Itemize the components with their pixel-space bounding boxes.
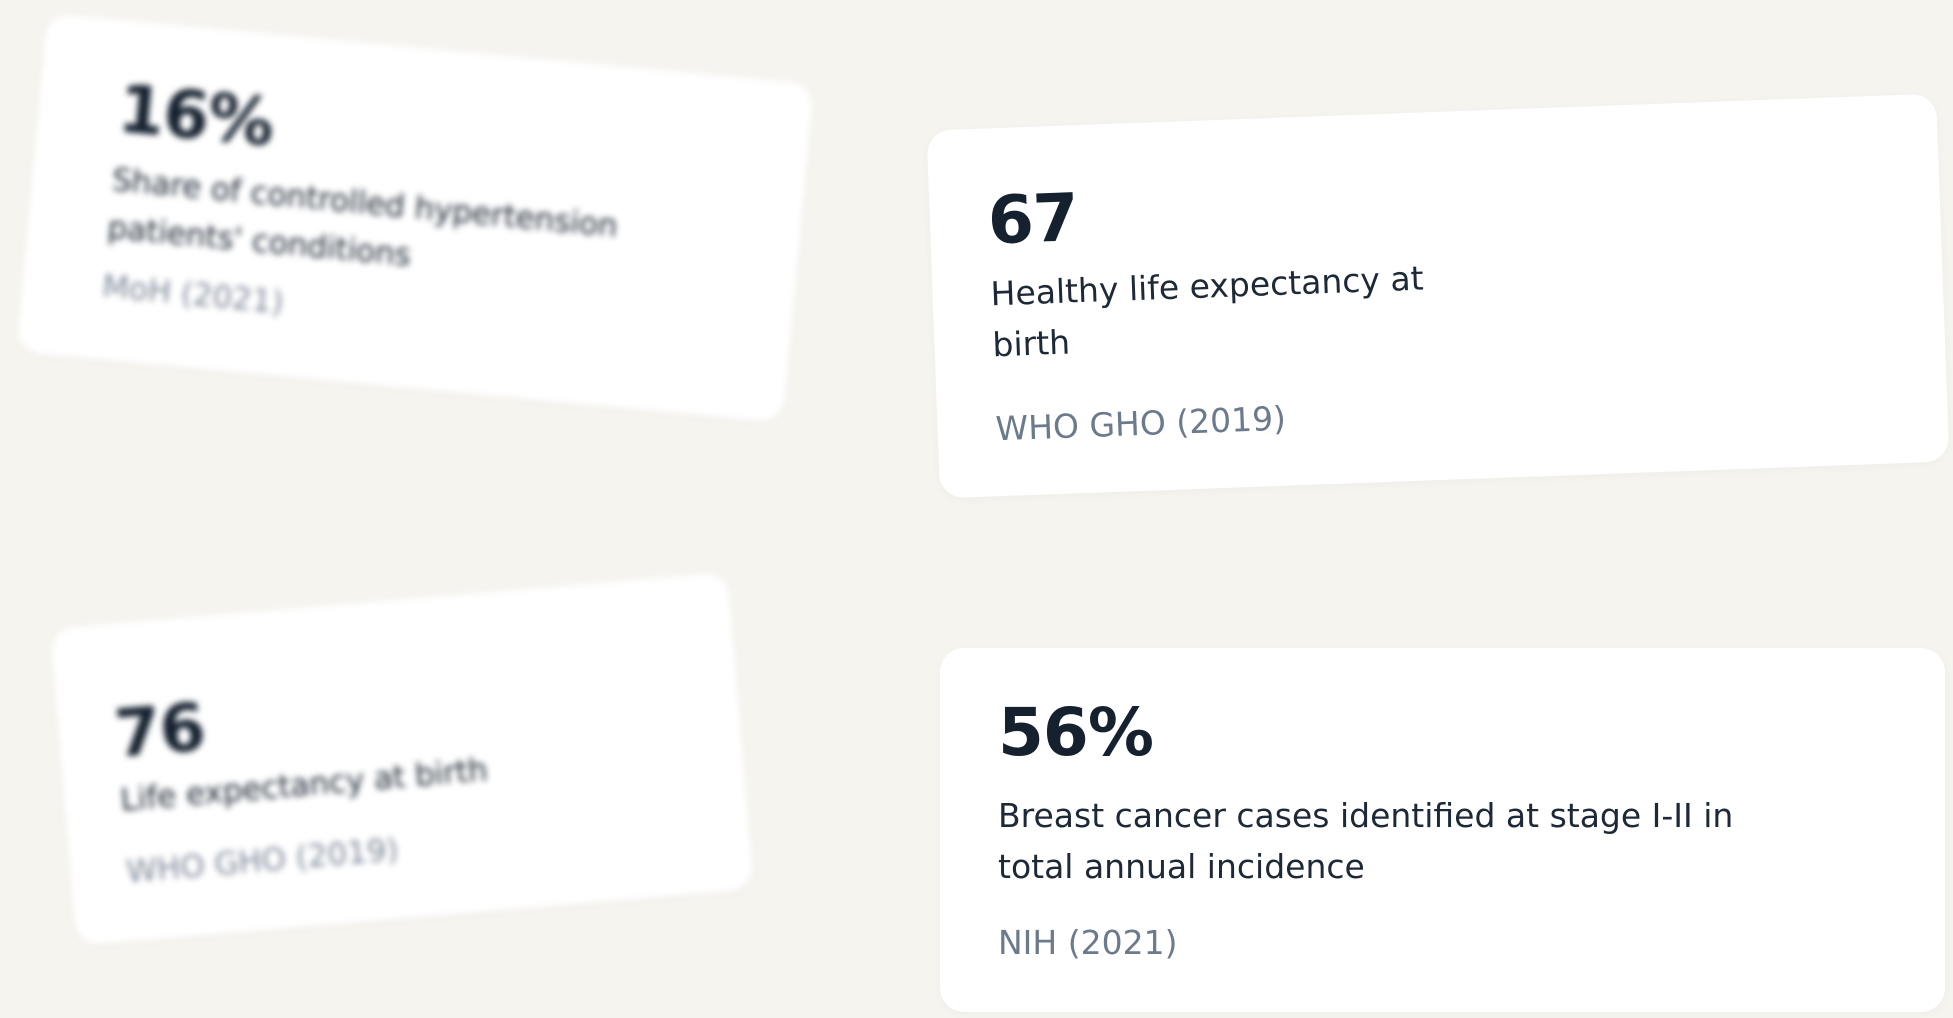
- stat-card-life-expectancy: 76 Life expectancy at birth WHO GHO (201…: [49, 572, 755, 946]
- stat-label: Healthy life expectancy at birth: [989, 258, 1425, 365]
- stat-value: 67: [986, 179, 1080, 260]
- stat-source: WHO GHO (2019): [994, 398, 1287, 449]
- stat-source: NIH (2021): [998, 923, 1178, 962]
- stat-label: Breast cancer cases identified at stage …: [998, 796, 1734, 886]
- stat-card-healthy-life-expectancy: 67 Healthy life expectancy at birth WHO …: [926, 93, 1950, 499]
- stat-value: 56%: [998, 694, 1154, 771]
- stat-value: 76: [111, 688, 208, 773]
- stat-value: 16%: [115, 70, 277, 162]
- stat-source: MoH (2021): [100, 268, 286, 322]
- stat-source: WHO GHO (2019): [125, 831, 400, 891]
- stat-card-breast-cancer: 56% Breast cancer cases identified at st…: [940, 648, 1945, 1012]
- stat-card-hypertension: 16% Share of controlled hypertension pat…: [15, 13, 815, 423]
